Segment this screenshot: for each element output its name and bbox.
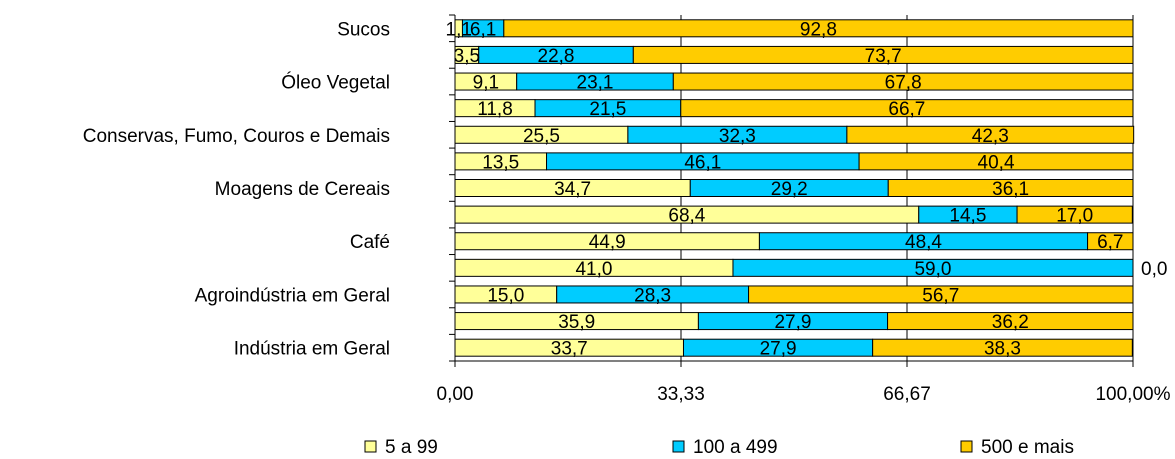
data-label: 59,0 — [914, 259, 951, 280]
data-label: 44,9 — [589, 232, 626, 253]
data-label: 6,7 — [1097, 232, 1123, 253]
category-label: Agroindústria em Geral — [195, 285, 390, 306]
category-label: Indústria em Geral — [234, 339, 390, 360]
bar-segment — [748, 285, 1134, 304]
data-label: 9,1 — [473, 73, 499, 94]
data-label: 68,4 — [668, 206, 705, 227]
legend: 5 a 99 100 a 499 500 e mais — [364, 437, 1074, 458]
data-label: 46,1 — [684, 152, 721, 173]
data-label: 13,5 — [482, 152, 519, 173]
data-label: 25,5 — [523, 126, 560, 147]
data-label: 32,3 — [719, 126, 756, 147]
data-label: 34,7 — [554, 179, 591, 200]
data-label: 22,8 — [538, 46, 575, 67]
bar-segment — [632, 45, 1134, 64]
legend-swatch — [960, 440, 973, 453]
data-label: 14,5 — [949, 206, 986, 227]
bar-segment — [1087, 232, 1134, 251]
category-label: Moagens de Cereais — [215, 179, 390, 200]
data-label: 17,0 — [1056, 206, 1093, 227]
data-label: 21,5 — [589, 99, 626, 120]
category-label: Sucos — [337, 19, 390, 40]
data-label: 1,1 — [446, 19, 472, 40]
x-tick-labels: 0,00 33,33 66,67 100,00% — [437, 384, 1171, 405]
data-label: 56,7 — [922, 285, 959, 306]
data-label: 35,9 — [558, 312, 595, 333]
data-label: 27,9 — [774, 312, 811, 333]
data-label: 40,4 — [978, 152, 1015, 173]
bar-segment — [887, 179, 1134, 197]
legend-label: 500 e mais — [981, 437, 1074, 458]
category-label: Conservas, Fumo, Couros e Demais — [83, 126, 390, 147]
data-label: 36,1 — [992, 179, 1029, 200]
data-label: 36,2 — [992, 312, 1029, 333]
legend-swatch — [364, 440, 377, 453]
bar-segment — [887, 312, 1134, 331]
data-label: 67,8 — [885, 73, 922, 94]
data-label: 92,8 — [800, 19, 837, 40]
data-label: 23,1 — [577, 73, 614, 94]
data-label: 29,2 — [771, 179, 808, 200]
data-label: 27,9 — [760, 339, 797, 360]
bar-segment — [858, 152, 1134, 171]
data-label: 11,8 — [477, 99, 513, 120]
legend-label: 100 a 499 — [693, 437, 778, 458]
x-tick-label: 66,67 — [883, 384, 931, 405]
data-label: 6,1 — [470, 19, 496, 40]
data-label: 15,0 — [487, 285, 524, 306]
bars — [454, 19, 1135, 357]
data-labels: 1,16,1 92,8 3,5 22,8 73,7 9,1 23,1 67,8 11,8 21,5… — [446, 19, 1168, 359]
legend-label: 5 a 99 — [385, 437, 438, 458]
data-label: 41,0 — [575, 259, 612, 280]
axes — [449, 14, 1134, 367]
category-label: Óleo Vegetal — [281, 72, 390, 94]
x-tick-label: 100,00% — [1095, 384, 1170, 405]
bar-segment — [503, 19, 1134, 38]
data-label: 66,7 — [888, 99, 925, 120]
data-label: 73,7 — [865, 46, 902, 67]
category-label: Café — [350, 232, 390, 253]
data-label: 48,4 — [905, 232, 942, 253]
data-label: 38,3 — [984, 339, 1021, 360]
data-label: 33,7 — [551, 339, 588, 360]
data-label: 42,3 — [972, 126, 1009, 147]
data-label: 0,0 — [1141, 259, 1167, 280]
x-tick-label: 0,00 — [437, 384, 474, 405]
bar-segment — [672, 72, 1134, 91]
bar-segment — [732, 258, 1134, 277]
bar-segment — [1016, 205, 1133, 224]
bar-segment — [872, 338, 1133, 357]
data-label: 28,3 — [634, 285, 671, 306]
category-labels: Sucos Óleo Vegetal Conservas, Fumo, Couros… — [83, 19, 390, 359]
bar-segment — [680, 99, 1134, 118]
legend-swatch — [672, 440, 685, 453]
x-tick-label: 33,33 — [657, 384, 705, 405]
data-label: 3,5 — [454, 46, 480, 67]
bar-segment — [846, 125, 1135, 144]
